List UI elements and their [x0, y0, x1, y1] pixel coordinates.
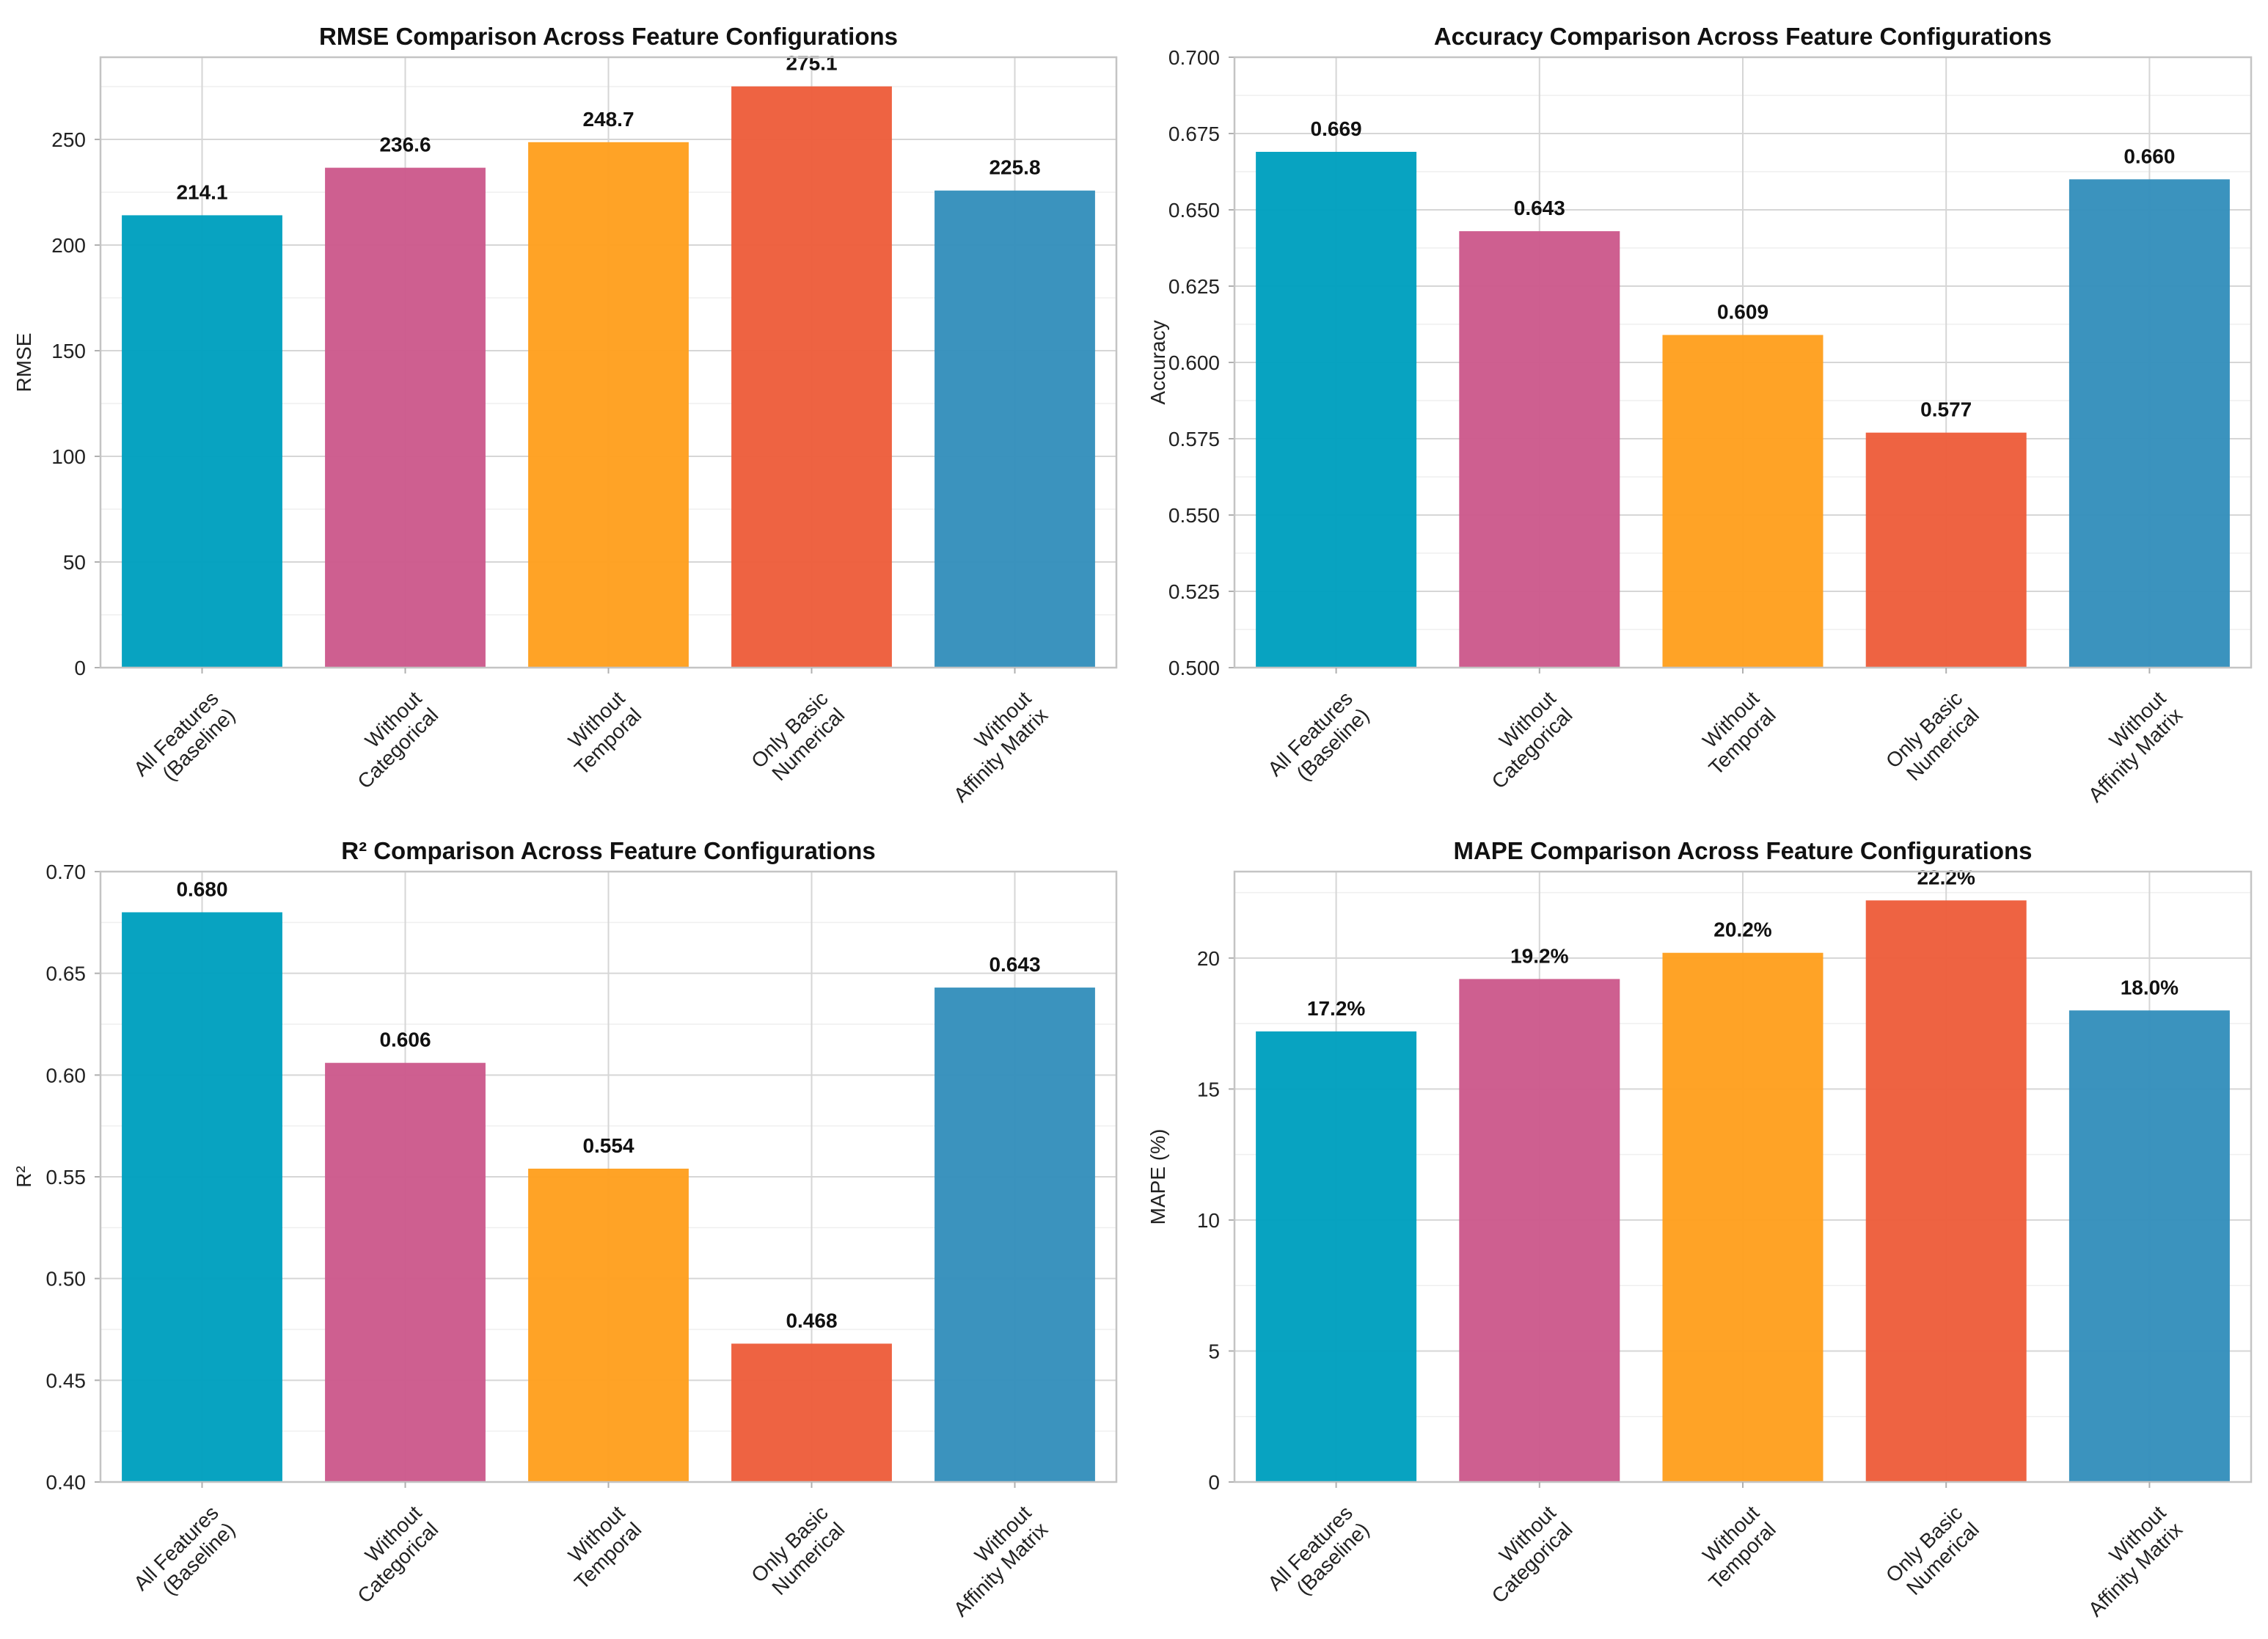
mape-y-tick-label: 20 — [1197, 947, 1220, 970]
r2-bar-2 — [325, 1062, 486, 1482]
accuracy-bar-2 — [1459, 231, 1620, 668]
rmse-y-axis-label: RMSE — [12, 333, 35, 393]
rmse-value-label: 236.6 — [379, 134, 431, 156]
rmse-y-tick-label: 200 — [51, 234, 86, 257]
rmse-value-label: 214.1 — [176, 180, 227, 203]
rmse-chart-title: RMSE Comparison Across Feature Configura… — [319, 23, 898, 50]
accuracy-y-tick-label: 0.625 — [1168, 275, 1220, 298]
r2-y-tick-label: 0.50 — [46, 1268, 87, 1291]
r2-y-axis-label: R² — [12, 1166, 35, 1188]
mape-value-label: 20.2% — [1713, 919, 1771, 941]
accuracy-value-label: 0.609 — [1717, 301, 1768, 324]
rmse-bar-2 — [325, 167, 486, 668]
accuracy-bar-1 — [1256, 151, 1417, 668]
mape-bar-5 — [2068, 1010, 2230, 1482]
mape-y-tick-label: 15 — [1197, 1078, 1220, 1100]
rmse-y-tick-label: 100 — [51, 445, 86, 468]
rmse-value-label: 248.7 — [582, 108, 634, 131]
accuracy-value-label: 0.660 — [2123, 145, 2175, 167]
r2-value-label: 0.554 — [582, 1134, 634, 1157]
mape-value-label: 18.0% — [2121, 976, 2179, 999]
accuracy-y-tick-label: 0.650 — [1168, 199, 1220, 222]
accuracy-value-label: 0.643 — [1514, 197, 1565, 219]
r2-chart: 0.40 0.45 0.50 0.55 0.60 0.65 0.70 0.680 0.606 0.… — [12, 837, 1118, 1621]
rmse-value-label: 225.8 — [989, 156, 1040, 179]
rmse-bar-1 — [122, 215, 282, 668]
accuracy-chart-title: Accuracy Comparison Across Feature Confi… — [1434, 23, 2052, 50]
mape-bar-4 — [1865, 900, 2027, 1482]
mape-bar-3 — [1662, 952, 1823, 1482]
mape-y-tick-label: 5 — [1208, 1340, 1220, 1362]
accuracy-y-tick-label: 0.600 — [1168, 351, 1220, 374]
mape-y-tick-label: 10 — [1197, 1209, 1220, 1232]
r2-value-label: 0.643 — [989, 953, 1040, 976]
r2-bar-4 — [731, 1343, 892, 1482]
accuracy-chart: 0.500 0.525 0.550 0.575 0.600 0.625 0.650 0.675… — [1146, 23, 2253, 806]
r2-bar-1 — [122, 912, 282, 1482]
rmse-y-tick-label: 250 — [51, 128, 86, 151]
mape-y-axis-label: MAPE (%) — [1146, 1129, 1169, 1225]
mape-bar-1 — [1256, 1031, 1417, 1482]
mape-y-tick-label: 0 — [1208, 1471, 1220, 1494]
rmse-y-tick-label: 150 — [51, 340, 86, 362]
accuracy-bar-3 — [1662, 335, 1823, 668]
r2-y-tick-label: 0.60 — [46, 1064, 87, 1087]
mape-value-label: 19.2% — [1510, 944, 1568, 967]
rmse-bar-4 — [731, 86, 892, 668]
accuracy-y-tick-label: 0.500 — [1168, 657, 1220, 679]
mape-chart-title: MAPE Comparison Across Feature Configura… — [1453, 837, 2032, 864]
accuracy-y-tick-label: 0.525 — [1168, 580, 1220, 603]
accuracy-bar-5 — [2068, 179, 2230, 668]
rmse-y-tick-label: 50 — [63, 551, 86, 574]
accuracy-y-tick-label: 0.550 — [1168, 504, 1220, 527]
r2-value-label: 0.606 — [379, 1029, 431, 1051]
rmse-bar-5 — [934, 190, 1095, 668]
accuracy-y-tick-label: 0.575 — [1168, 428, 1220, 450]
r2-value-label: 0.680 — [176, 877, 227, 900]
rmse-bar-3 — [528, 142, 689, 668]
accuracy-y-axis-label: Accuracy — [1146, 320, 1169, 404]
r2-y-tick-label: 0.45 — [46, 1369, 87, 1392]
r2-y-tick-label: 0.55 — [46, 1166, 87, 1189]
accuracy-value-label: 0.577 — [1920, 398, 1972, 421]
mape-value-label: 22.2% — [1917, 866, 1975, 888]
r2-bar-3 — [528, 1168, 689, 1482]
accuracy-y-tick-label: 0.675 — [1168, 123, 1220, 145]
r2-y-tick-label: 0.65 — [46, 963, 87, 985]
mape-bar-2 — [1459, 979, 1620, 1482]
r2-bar-5 — [934, 988, 1095, 1482]
accuracy-value-label: 0.669 — [1311, 117, 1362, 140]
r2-chart-title: R² Comparison Across Feature Configurati… — [341, 837, 876, 864]
accuracy-y-tick-label: 0.700 — [1168, 46, 1220, 69]
accuracy-bar-4 — [1865, 432, 2027, 668]
mape-value-label: 17.2% — [1307, 997, 1365, 1020]
r2-y-tick-label: 0.40 — [46, 1471, 87, 1494]
rmse-y-tick-label: 0 — [74, 657, 86, 679]
rmse-value-label: 275.1 — [786, 52, 837, 75]
r2-y-tick-label: 0.70 — [46, 861, 87, 883]
r2-value-label: 0.468 — [786, 1309, 837, 1332]
